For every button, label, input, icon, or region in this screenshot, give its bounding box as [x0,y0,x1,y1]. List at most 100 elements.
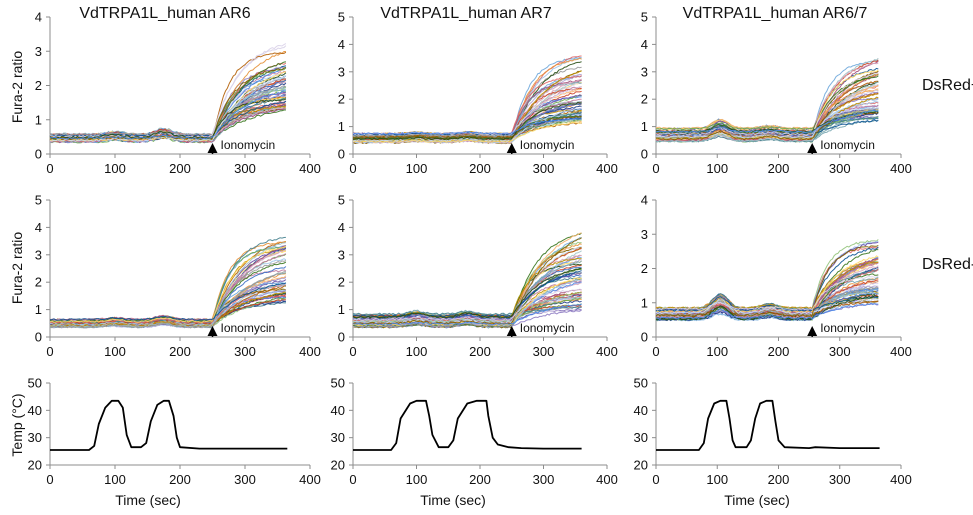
y-tick-label: 3 [338,247,345,262]
fura2-trace [50,90,286,140]
ionomycin-label: Ionomycin [221,138,276,152]
fura2-trace [49,100,287,138]
fura2-trace [49,85,287,136]
x-tick-label: 400 [596,472,618,487]
x-tick-label: 400 [596,161,618,176]
ionomycin-label: Ionomycin [520,138,575,152]
fura2-trace [655,84,879,130]
x-tick-label: 100 [406,472,428,487]
fura2-trace [655,109,879,134]
y-tick-label: 1 [35,112,42,127]
y-tick-label: 1 [641,119,648,134]
ionomycin-label: Ionomycin [820,321,875,335]
temperature-line [353,399,582,451]
y-axis-titles: Fura-2 ratio Fura-2 ratio Temp (°C) [9,51,25,457]
y-tick-label: 2 [35,78,42,93]
y-tick-label: 3 [641,64,648,79]
y-tick-label: 1 [338,119,345,134]
trace-group [352,55,582,145]
y-tick-label: 4 [641,193,648,208]
x-tick-label: 400 [890,344,912,359]
ionomycin-arrow [207,143,218,153]
x-tick-label: 300 [829,472,851,487]
fura2-trace [49,294,286,324]
y-tick-label: 2 [338,92,345,107]
y-tick-label: 20 [331,458,345,473]
y-tick-label: 3 [35,247,42,262]
y-tick-label: 4 [35,10,42,25]
x-tick-label: 100 [406,161,428,176]
fura2-trace [49,253,287,321]
fura2-trace [352,70,582,142]
y-tick-label: 40 [634,403,648,418]
ionomycin-label: Ionomycin [520,321,575,335]
column-titles: VdTRPA1L_human AR6 VdTRPA1L_human AR7 Vd… [79,5,867,22]
y-tick-label: 5 [35,193,42,208]
y-tick-label: 0 [641,330,648,345]
x-tick-label: 200 [469,344,491,359]
x-tick-label: 200 [768,472,790,487]
x-tick-label: 100 [706,161,728,176]
fura2-trace [352,118,582,136]
panel-ar7-dsred-: 0 100 200 300 400 0 1 2 3 4 5 Ionomycin [338,10,618,177]
x-tick-label: 0 [46,472,53,487]
y-tick-label: 4 [35,220,42,235]
y-tick-label: 40 [28,403,42,418]
fura2-trace [655,81,879,143]
y-tick-label: 20 [28,458,42,473]
y-tick-label: 4 [641,37,648,52]
y-tick-label: 0 [338,147,345,162]
fura2-trace [49,299,287,325]
x-tick-label: 300 [829,161,851,176]
x-tick-label: 200 [768,161,790,176]
fura2-trace [352,246,582,324]
x-tick-label: 0 [349,472,356,487]
x-tick-label: 100 [104,161,126,176]
y-tick-label: 5 [641,10,648,25]
fura2-trace [352,272,582,328]
xlabel-col3: Time (sec) [724,492,790,508]
ylabel-ratio-top: Fura-2 ratio [9,51,25,124]
x-tick-label: 300 [533,472,555,487]
y-tick-label: 30 [331,430,345,445]
panel-ar6-dsred-: 0 100 200 300 400 0 1 2 3 4 Ionomycin [35,10,321,177]
y-tick-label: 4 [338,37,345,52]
x-tick-label: 100 [706,472,728,487]
fura2-trace [352,306,582,316]
x-tick-label: 0 [349,161,356,176]
ionomycin-arrow [506,143,517,153]
ionomycin-label: Ionomycin [820,138,875,152]
fura2-trace [655,117,879,143]
panel-temp-ar6: 0 100 200 300 400 20 30 40 50 [28,376,321,488]
y-tick-label: 2 [641,261,648,276]
ionomycin-arrow [807,143,818,153]
x-tick-label: 200 [169,472,191,487]
y-tick-label: 0 [641,147,648,162]
y-tick-label: 50 [634,376,648,391]
x-tick-label: 300 [234,472,256,487]
y-tick-label: 0 [35,147,42,162]
ionomycin-label: Ionomycin [221,321,276,335]
y-tick-label: 20 [634,458,648,473]
x-tick-label: 100 [104,344,126,359]
x-tick-label: 100 [706,344,728,359]
fura2-trace [352,288,582,321]
x-tick-label: 200 [169,161,191,176]
y-tick-label: 1 [338,302,345,317]
row-label-dsred-plus: DsRed+ [922,77,973,94]
panel-temp-ar7: 0 100 200 300 400 20 30 40 50 [331,376,618,488]
x-tick-label: 400 [890,161,912,176]
panel-ar6-7-dsred-: 0 100 200 300 400 0 1 2 3 4 5 Ionomycin [641,10,912,177]
fura2-trace [655,279,879,318]
ylabel-ratio-middle: Fura-2 ratio [9,232,25,305]
panel-ar6-dsred-: 0 100 200 300 400 0 1 2 3 4 5 Ionomycin [35,193,321,360]
y-tick-label: 30 [634,430,648,445]
fura2-trace [655,275,879,311]
fura2-trace [49,245,287,323]
x-tick-label: 400 [596,344,618,359]
fura2-trace [49,271,286,329]
column-title-ar6: VdTRPA1L_human AR6 [79,5,250,22]
ionomycin-arrow [807,326,818,336]
x-tick-label: 400 [299,472,321,487]
fura2-trace [352,101,582,141]
